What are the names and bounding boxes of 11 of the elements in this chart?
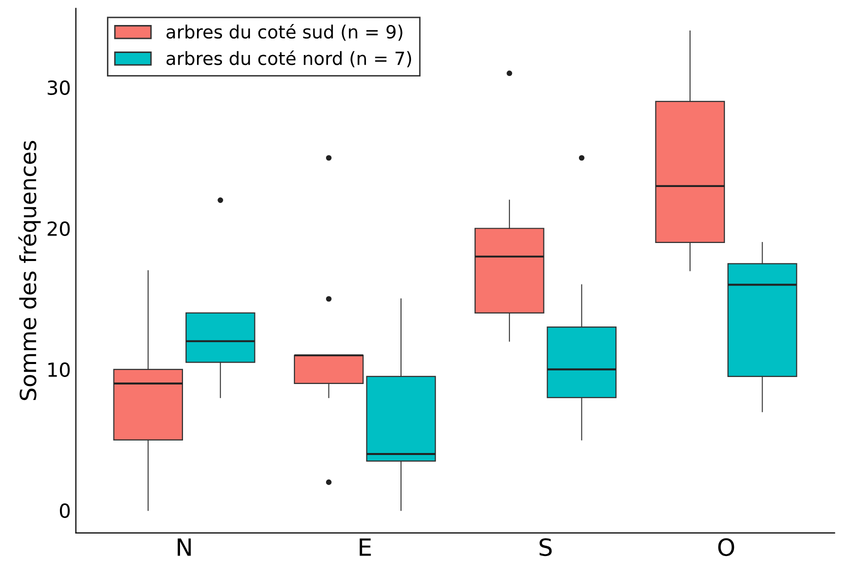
y-tick-label: 10: [48, 362, 70, 378]
x-tick-label: N: [178, 538, 191, 556]
y-tick-label: 20: [48, 221, 70, 236]
y-tick-label: 30: [48, 80, 70, 96]
legend-label: arbres du coté nord (n = 7): [166, 50, 412, 68]
y-tick-label: 0: [60, 503, 70, 518]
legend-label: arbres du coté sud (n = 9): [166, 24, 402, 41]
x-tick-label: S: [540, 538, 552, 556]
x-tick-label: O: [718, 538, 734, 556]
y-axis-title: Somme des fréquences: [18, 140, 41, 400]
x-tick-label: E: [360, 538, 371, 556]
